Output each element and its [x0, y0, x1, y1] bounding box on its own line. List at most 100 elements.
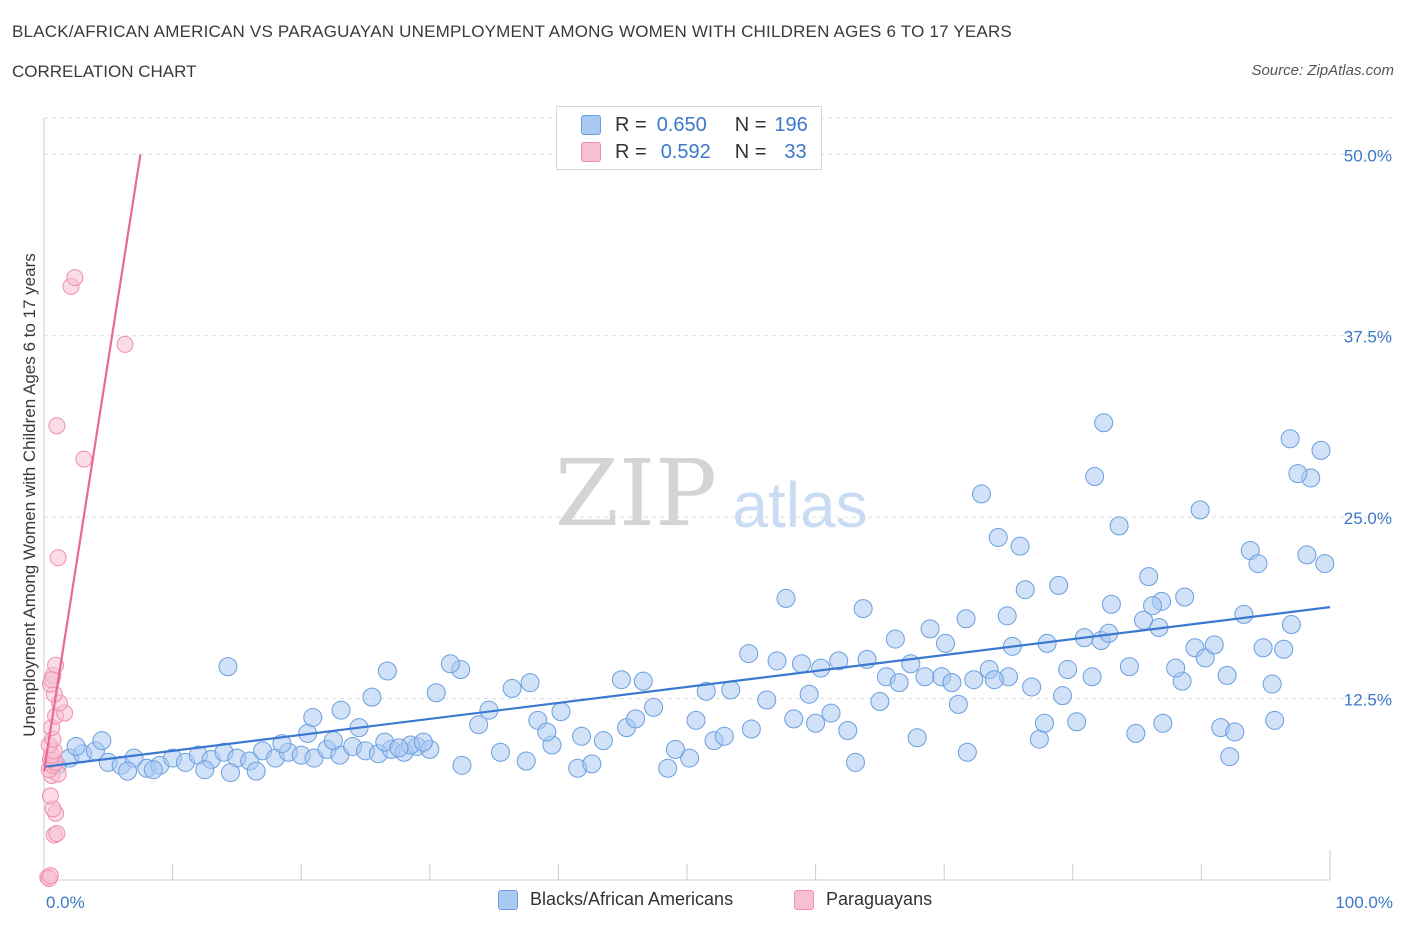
- data-point-blue: [915, 667, 935, 687]
- data-point-blue: [323, 731, 343, 751]
- data-point-blue: [1143, 596, 1163, 616]
- bottom-legend-label-pink: Paraguayans: [826, 889, 933, 909]
- data-point-blue: [1053, 686, 1073, 706]
- data-point-blue: [246, 761, 266, 781]
- data-point-blue: [870, 691, 890, 711]
- data-point-blue: [806, 713, 826, 733]
- data-point-blue: [907, 728, 927, 748]
- data-point-blue: [942, 673, 962, 693]
- data-point-blue: [143, 760, 163, 780]
- data-point-blue: [1220, 747, 1240, 767]
- data-point-blue: [1082, 667, 1102, 687]
- data-point-blue: [889, 673, 909, 693]
- data-point-blue: [1288, 464, 1308, 484]
- data-point-blue: [811, 658, 831, 678]
- data-point-pink: [41, 787, 59, 805]
- data-point-blue: [1175, 587, 1195, 607]
- data-point-pink: [49, 549, 67, 567]
- data-point-blue: [1049, 575, 1069, 595]
- data-point-blue: [714, 726, 734, 746]
- data-point-blue: [1010, 536, 1030, 556]
- chart-subtitle: CORRELATION CHART: [12, 62, 197, 81]
- data-point-pink: [66, 269, 84, 287]
- data-point-blue: [821, 703, 841, 723]
- data-point-blue: [984, 670, 1004, 690]
- data-point-blue: [885, 629, 905, 649]
- data-point-blue: [1035, 713, 1055, 733]
- legend-r-label: R =: [615, 113, 647, 136]
- bottom-legend-swatch-pink: [794, 889, 814, 910]
- data-point-blue: [520, 673, 540, 693]
- data-point-blue: [1058, 660, 1078, 680]
- data-point-blue: [426, 683, 446, 703]
- data-point-blue: [948, 694, 968, 714]
- gridlines: [44, 117, 1392, 700]
- data-point-blue: [1153, 713, 1173, 733]
- data-point-blue: [572, 726, 592, 746]
- data-point-blue: [118, 761, 138, 781]
- data-point-blue: [799, 684, 819, 704]
- data-point-blue: [1297, 545, 1317, 565]
- data-point-blue: [220, 763, 240, 783]
- data-point-blue: [853, 599, 873, 619]
- watermark-atlas: atlas: [732, 469, 867, 541]
- data-point-blue: [739, 644, 759, 664]
- data-point-blue: [1315, 554, 1335, 574]
- data-point-blue: [626, 709, 646, 729]
- data-point-blue: [721, 680, 741, 700]
- legend-r-value-pink: 0.592: [660, 140, 711, 163]
- legend-swatch-pink: [581, 142, 601, 162]
- data-point-blue: [1166, 658, 1186, 678]
- data-point-blue: [537, 722, 557, 742]
- data-point-blue: [66, 736, 86, 756]
- data-point-blue: [491, 742, 511, 762]
- x-tick-label: 0.0%: [46, 893, 85, 912]
- data-point-blue: [469, 715, 489, 735]
- y-axis-label: Unemployment Among Women with Children A…: [20, 253, 39, 737]
- y-tick-label: 50.0%: [1344, 146, 1392, 165]
- data-point-blue: [957, 742, 977, 762]
- data-point-blue: [1281, 615, 1301, 635]
- legend-row-blue: R = 0.650 N = 196: [581, 113, 808, 137]
- data-point-blue: [845, 752, 865, 772]
- data-point-blue: [1253, 638, 1273, 658]
- data-point-blue: [680, 748, 700, 768]
- data-point-blue: [303, 707, 323, 727]
- data-point-blue: [1234, 604, 1254, 624]
- trendline-blue: [43, 606, 1331, 768]
- data-point-blue: [1248, 554, 1268, 574]
- watermark-zip: ZIP: [555, 440, 717, 547]
- legend-r-value-blue: 0.650: [656, 113, 707, 136]
- data-point-blue: [593, 731, 613, 751]
- data-point-blue: [757, 690, 777, 710]
- data-point-blue: [1262, 674, 1282, 694]
- legend-n-label: N =: [734, 140, 767, 163]
- data-point-blue: [389, 738, 409, 758]
- data-point-blue: [1119, 657, 1139, 677]
- data-point-blue: [1085, 467, 1105, 487]
- data-point-blue: [582, 754, 602, 774]
- data-point-blue: [1265, 710, 1285, 730]
- data-point-blue: [1101, 594, 1121, 614]
- data-point-blue: [1139, 567, 1159, 587]
- data-point-blue: [1280, 429, 1300, 449]
- legend-box: R = 0.650 N = 196 R = 0.592 N = 33: [556, 106, 822, 170]
- data-point-pink: [43, 671, 61, 689]
- legend-row-pink: R = 0.592 N = 33: [581, 140, 807, 164]
- y-tick-label: 12.5%: [1344, 691, 1392, 710]
- data-point-pink: [116, 335, 134, 353]
- y-tick-label: 37.5%: [1344, 328, 1392, 347]
- legend-r-label: R =: [615, 140, 647, 163]
- data-point-blue: [988, 527, 1008, 547]
- legend-swatch-blue: [581, 115, 601, 135]
- x-tick-label: 100.0%: [1335, 893, 1393, 912]
- data-point-blue: [1311, 440, 1331, 460]
- data-point-blue: [935, 633, 955, 653]
- bottom-legend-swatch-blue: [498, 889, 518, 910]
- data-point-blue: [218, 657, 238, 677]
- data-point-blue: [971, 484, 991, 504]
- data-point-blue: [776, 588, 796, 608]
- data-point-blue: [1274, 639, 1294, 659]
- data-point-pink: [48, 825, 66, 843]
- data-point-blue: [829, 651, 849, 671]
